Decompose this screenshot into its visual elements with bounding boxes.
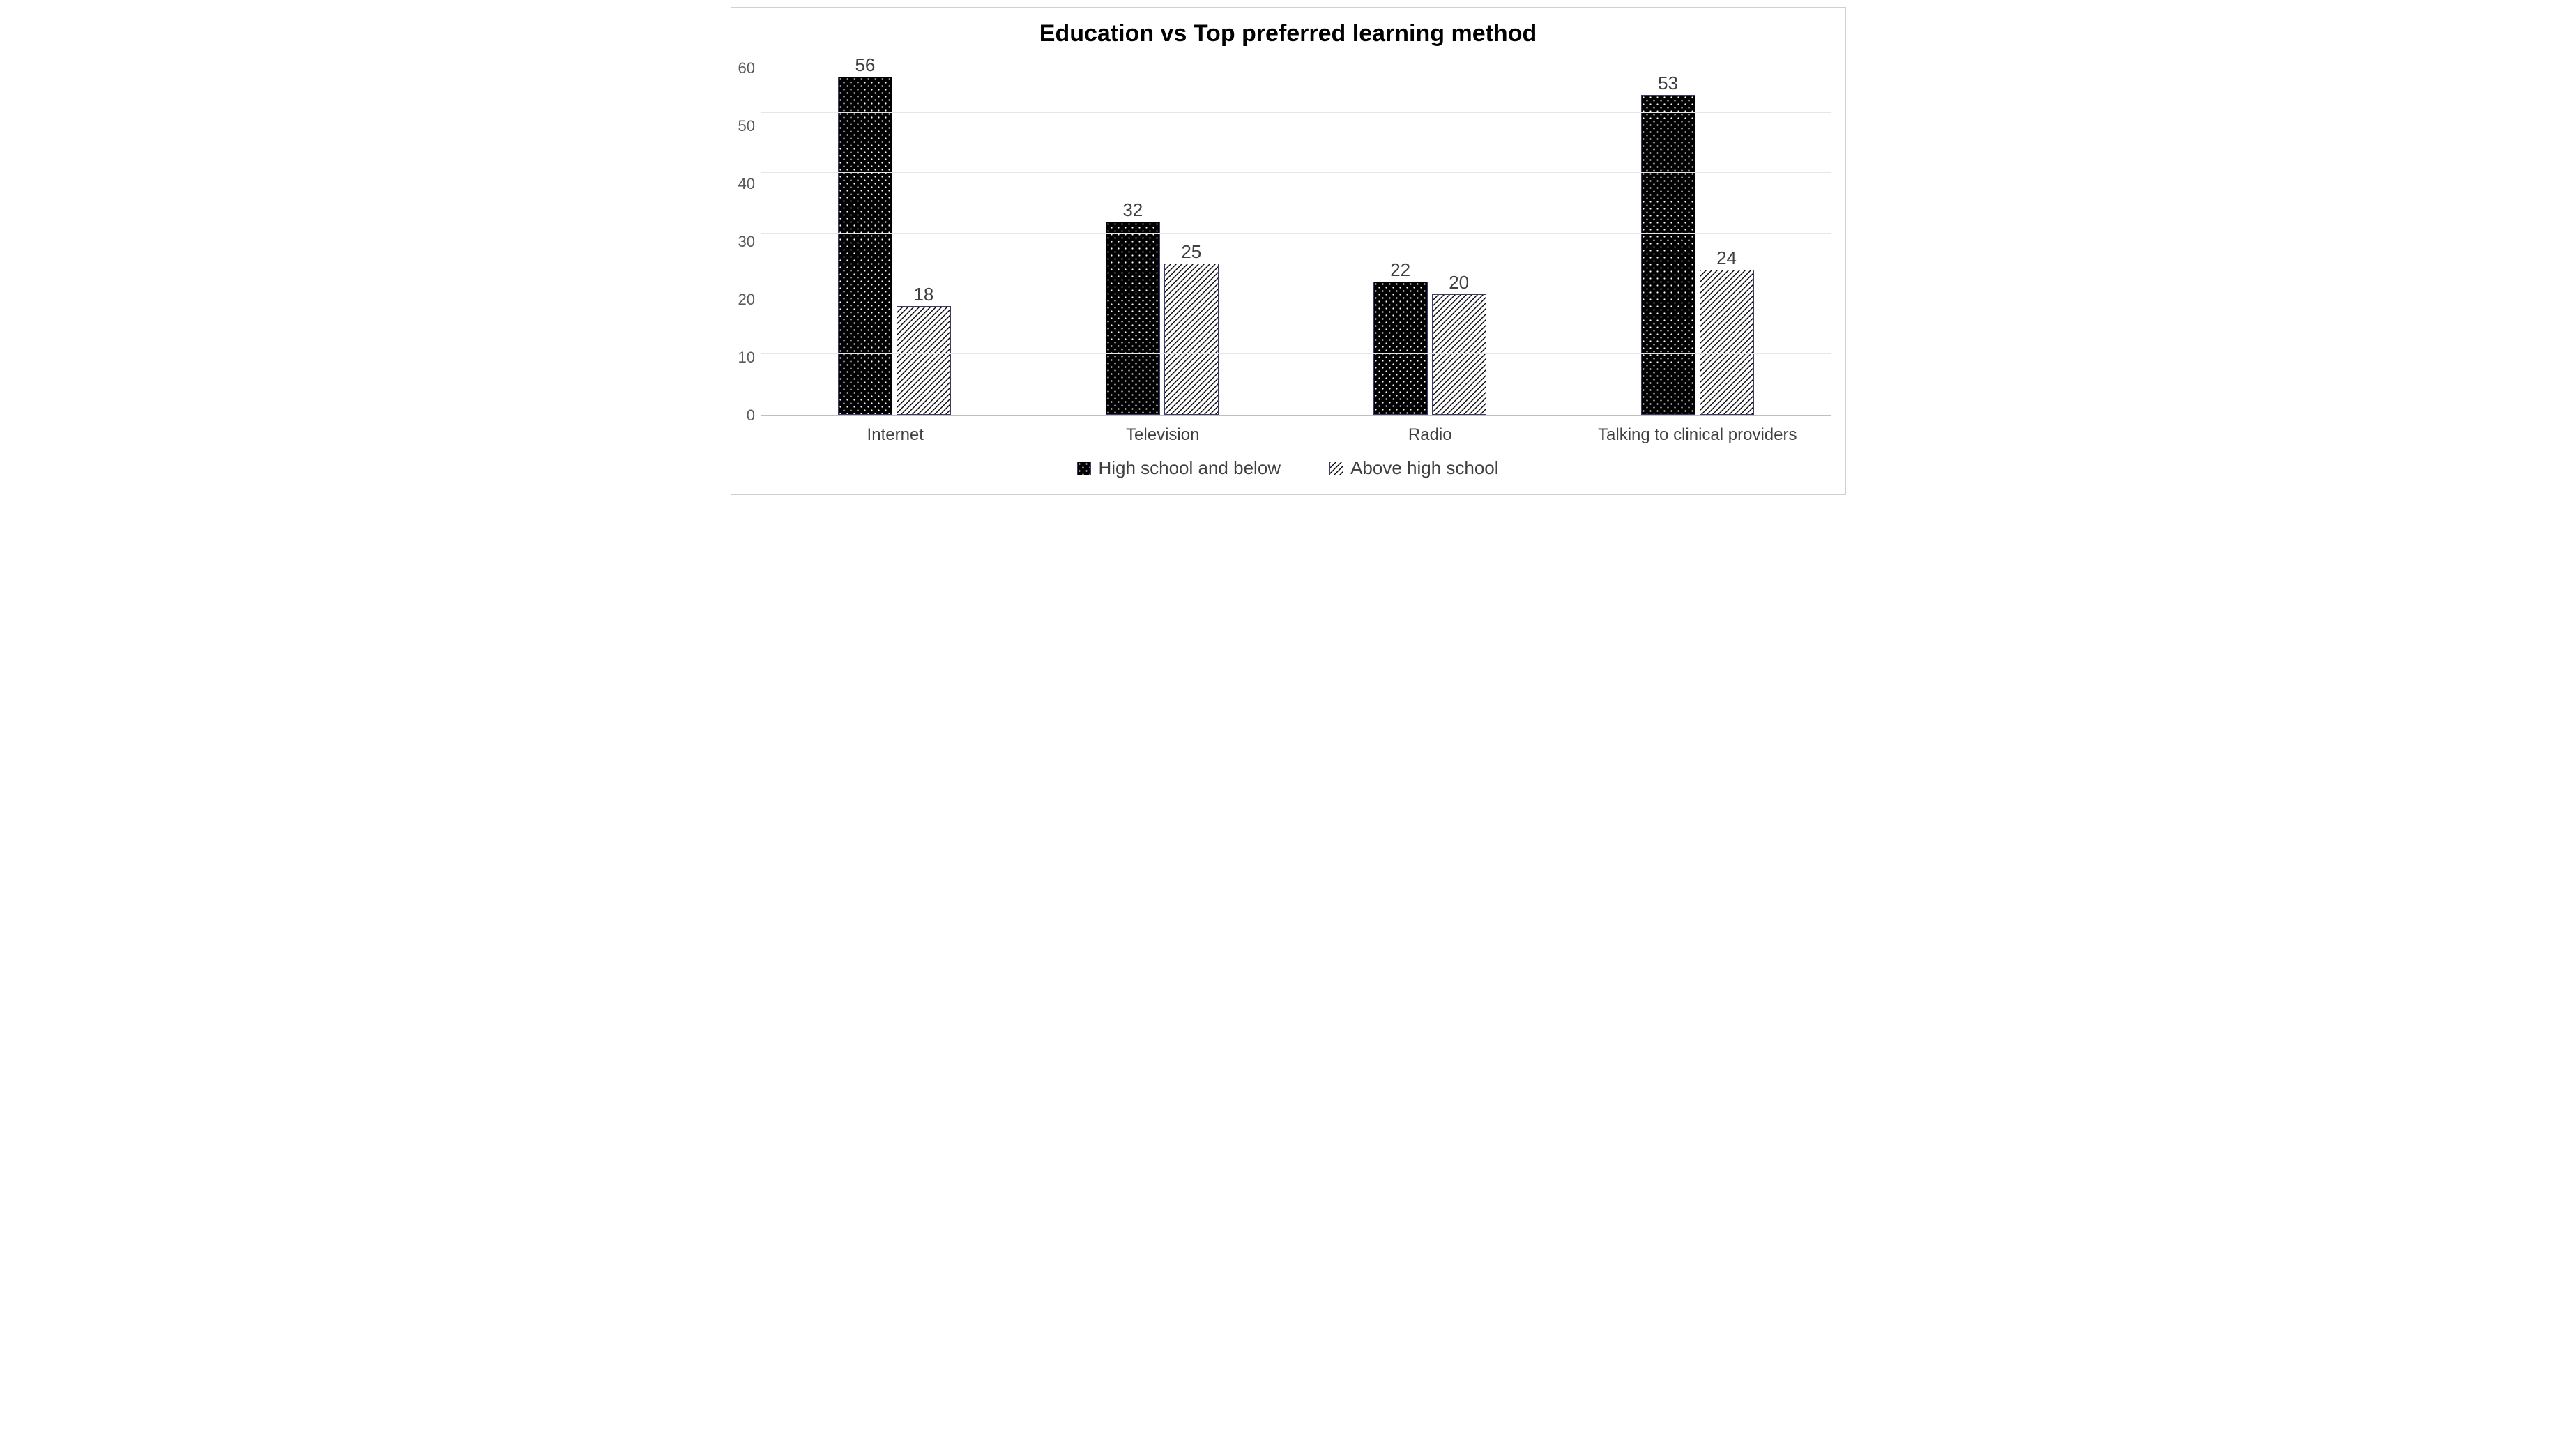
legend-item: High school and below (1077, 457, 1281, 479)
legend-swatch (1329, 462, 1343, 475)
bar-value-label: 24 (1716, 249, 1737, 267)
bar (897, 306, 951, 415)
plot-wrap: 6050403020100 5618322522205324 (731, 53, 1845, 416)
bar-wrap: 22 (1373, 261, 1428, 415)
y-tick: 30 (738, 234, 755, 250)
y-tick: 20 (738, 292, 755, 307)
bar-wrap: 24 (1700, 249, 1754, 415)
chart-title: Education vs Top preferred learning meth… (731, 8, 1845, 53)
legend-label: Above high school (1350, 457, 1498, 479)
y-tick: 40 (738, 176, 755, 192)
bar-value-label: 22 (1390, 261, 1410, 279)
bar (1700, 270, 1754, 415)
bar-value-label: 32 (1122, 201, 1143, 219)
grid-line (761, 112, 1831, 113)
bar (1641, 95, 1695, 415)
bar-value-label: 25 (1181, 243, 1201, 261)
bar-value-label: 53 (1658, 74, 1678, 92)
legend-label: High school and below (1098, 457, 1281, 479)
legend-swatch (1077, 462, 1091, 475)
bar-groups: 56 18 32 25 22 20 53 24 (761, 53, 1831, 415)
bar-group: 22 20 (1296, 261, 1564, 415)
bar-group: 56 18 (761, 56, 1028, 415)
y-tick: 0 (747, 408, 755, 423)
y-tick: 50 (738, 119, 755, 134)
bar-value-label: 20 (1449, 273, 1469, 291)
bar-value-label: 18 (913, 285, 933, 303)
bar (1373, 282, 1428, 415)
x-axis-label: Internet (762, 425, 1030, 445)
plot-area: 56 18 32 25 22 20 53 24 (761, 53, 1831, 416)
bar-wrap: 25 (1164, 243, 1219, 415)
x-axis-label: Television (1029, 425, 1297, 445)
bar-wrap: 56 (838, 56, 892, 415)
grid-line (761, 353, 1831, 354)
bar-wrap: 18 (897, 285, 951, 415)
y-tick: 10 (738, 350, 755, 365)
bar (838, 77, 892, 415)
legend-item: Above high school (1329, 457, 1498, 479)
grid-line (761, 172, 1831, 173)
bar (1164, 264, 1219, 415)
y-tick: 60 (738, 61, 755, 76)
x-axis-label: Radio (1297, 425, 1564, 445)
bar-wrap: 53 (1641, 74, 1695, 415)
bar (1106, 222, 1160, 415)
y-axis: 6050403020100 (738, 53, 761, 416)
bar-group: 53 24 (1564, 74, 1831, 415)
legend: High school and below Above high school (731, 452, 1845, 494)
x-labels: InternetTelevisionRadioTalking to clinic… (762, 416, 1831, 452)
x-axis: InternetTelevisionRadioTalking to clinic… (731, 416, 1845, 452)
chart-container: Education vs Top preferred learning meth… (731, 7, 1846, 495)
grid-line (761, 233, 1831, 234)
bar-value-label: 56 (855, 56, 875, 74)
bar-wrap: 20 (1432, 273, 1486, 415)
x-axis-label: Talking to clinical providers (1564, 425, 1831, 445)
